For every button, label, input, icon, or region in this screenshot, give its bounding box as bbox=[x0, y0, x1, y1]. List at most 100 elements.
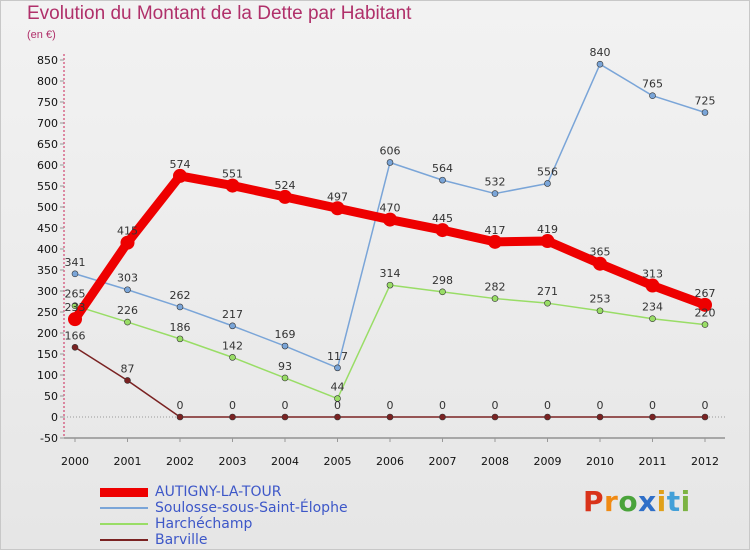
data-label: 574 bbox=[170, 158, 191, 171]
data-point bbox=[439, 413, 446, 421]
x-tick-label: 2001 bbox=[114, 455, 142, 468]
data-point bbox=[71, 343, 79, 351]
data-point bbox=[334, 413, 341, 421]
x-tick-label: 2006 bbox=[376, 455, 404, 468]
data-label: 0 bbox=[387, 399, 394, 412]
x-tick-label: 2012 bbox=[691, 455, 719, 468]
x-tick-label: 2007 bbox=[429, 455, 457, 468]
data-point bbox=[701, 321, 709, 328]
data-label: 271 bbox=[537, 285, 558, 298]
line-chart: -50 0 50 100 150 200 250 300 350 400 450 500 550 600 6… bbox=[37, 46, 725, 468]
data-point bbox=[71, 270, 79, 278]
data-label: 44 bbox=[331, 381, 345, 394]
data-point bbox=[544, 299, 551, 307]
data-point bbox=[176, 303, 184, 311]
data-point bbox=[439, 288, 446, 296]
data-point bbox=[491, 413, 499, 421]
data-label: 556 bbox=[537, 165, 558, 178]
data-point bbox=[596, 307, 604, 315]
data-label: 142 bbox=[222, 339, 243, 352]
data-point bbox=[124, 377, 131, 384]
data-label: 0 bbox=[649, 399, 656, 412]
legend-label: AUTIGNY-LA-TOUR bbox=[155, 484, 282, 500]
data-label: 765 bbox=[642, 78, 663, 91]
data-point bbox=[596, 60, 604, 68]
data-label: 445 bbox=[432, 212, 453, 225]
data-point bbox=[176, 413, 184, 421]
data-point bbox=[383, 212, 397, 227]
data-label: 497 bbox=[327, 190, 348, 203]
proxiti-logo: Proxiti bbox=[583, 485, 691, 518]
legend-swatch bbox=[100, 523, 148, 525]
data-point bbox=[488, 234, 502, 249]
legend-swatch bbox=[100, 507, 148, 509]
series-line-2 bbox=[74, 284, 706, 400]
x-tick-label: 2002 bbox=[166, 455, 194, 468]
data-label: 0 bbox=[702, 399, 709, 412]
data-label: 262 bbox=[170, 289, 191, 302]
chart-subtitle: (en €) bbox=[27, 29, 56, 41]
data-label: 417 bbox=[485, 224, 506, 237]
data-label: 233 bbox=[65, 301, 86, 314]
data-label: 0 bbox=[282, 399, 289, 412]
x-tick-label: 2004 bbox=[271, 455, 299, 468]
data-point bbox=[229, 322, 236, 330]
data-label: 265 bbox=[65, 288, 86, 301]
data-point bbox=[225, 178, 240, 193]
data-label: 0 bbox=[544, 399, 551, 412]
data-point bbox=[229, 354, 236, 361]
data-point bbox=[281, 413, 289, 421]
data-label: 840 bbox=[590, 46, 611, 59]
data-point bbox=[330, 201, 345, 216]
data-point bbox=[281, 342, 289, 350]
y-tick-label: 850 bbox=[37, 54, 58, 67]
data-point bbox=[124, 286, 131, 294]
legend-swatch bbox=[100, 539, 148, 541]
x-tick-label: 2008 bbox=[481, 455, 509, 468]
data-label: 226 bbox=[117, 304, 138, 317]
data-label: 253 bbox=[590, 293, 611, 306]
data-label: 415 bbox=[117, 225, 138, 238]
data-label: 0 bbox=[597, 399, 604, 412]
data-label: 314 bbox=[380, 267, 401, 280]
x-tick-label: 2010 bbox=[586, 455, 614, 468]
data-label: 220 bbox=[695, 307, 716, 320]
data-point bbox=[701, 413, 709, 421]
data-label: 282 bbox=[485, 281, 506, 294]
data-point bbox=[435, 223, 450, 238]
y-tick-label: 450 bbox=[37, 222, 58, 235]
data-point bbox=[701, 109, 709, 116]
y-tick-label: -50 bbox=[40, 432, 58, 445]
data-point bbox=[386, 413, 394, 421]
y-tick-label: 50 bbox=[44, 390, 58, 403]
data-label: 524 bbox=[275, 179, 296, 192]
data-label: 234 bbox=[642, 301, 663, 314]
y-tick-label: 250 bbox=[37, 306, 58, 319]
data-label: 725 bbox=[695, 95, 716, 108]
data-point bbox=[596, 413, 604, 421]
data-point bbox=[698, 297, 712, 312]
data-label: 606 bbox=[380, 144, 401, 157]
y-tick-label: 150 bbox=[37, 348, 58, 361]
data-label: 303 bbox=[117, 272, 138, 285]
data-label: 217 bbox=[222, 308, 243, 321]
data-label: 267 bbox=[695, 287, 716, 300]
x-tick-label: 2009 bbox=[534, 455, 562, 468]
data-point bbox=[278, 189, 292, 204]
y-tick-label: 0 bbox=[51, 411, 58, 424]
data-point bbox=[491, 295, 499, 302]
data-label: 365 bbox=[590, 246, 611, 259]
y-tick-label: 750 bbox=[37, 96, 58, 109]
x-tick-label: 2000 bbox=[61, 455, 89, 468]
data-point bbox=[491, 190, 499, 197]
data-label: 0 bbox=[439, 399, 446, 412]
data-label: 419 bbox=[537, 223, 558, 236]
data-label: 313 bbox=[642, 268, 663, 281]
data-label: 341 bbox=[65, 256, 86, 269]
data-point bbox=[386, 281, 394, 289]
data-point bbox=[649, 315, 656, 323]
legend-label: Harchéchamp bbox=[155, 516, 253, 532]
y-tick-label: 650 bbox=[37, 138, 58, 151]
data-label: 0 bbox=[334, 399, 341, 412]
data-point bbox=[386, 159, 394, 166]
